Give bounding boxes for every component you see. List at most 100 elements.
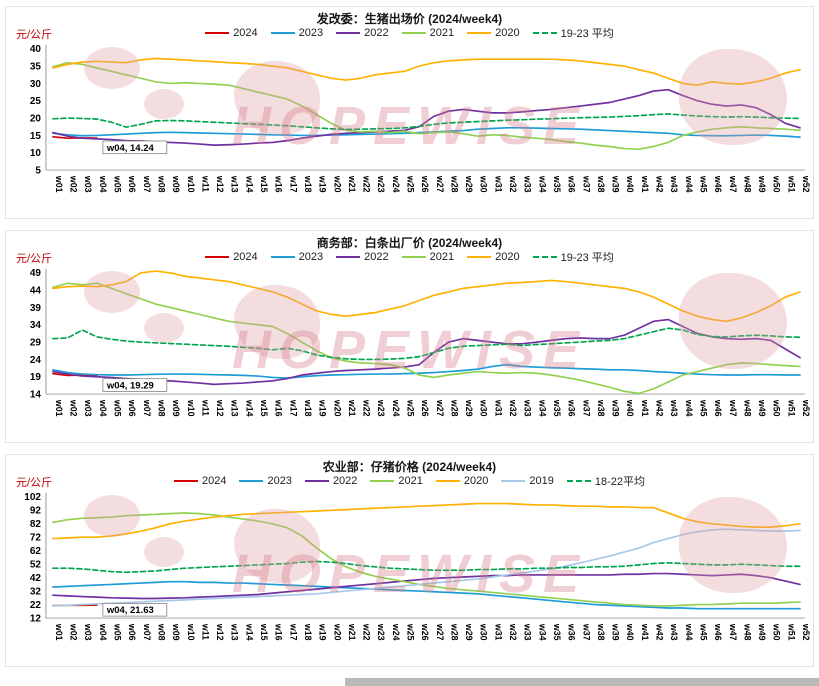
y-axis-unit-label: 元/公斤: [16, 29, 53, 41]
x-tick-label: w11: [200, 399, 210, 416]
x-tick-label: w32: [508, 399, 518, 417]
x-tick-label: w04: [98, 175, 108, 193]
legend-label: 2022: [364, 27, 389, 39]
legend-label: 2020: [495, 27, 520, 39]
x-tick-label: w18: [303, 399, 313, 417]
legend-item: 2019: [501, 475, 554, 487]
legend-swatch: [401, 32, 426, 34]
legend-item: 2021: [401, 27, 454, 39]
x-tick-label: w36: [567, 623, 577, 641]
x-tick-label: w16: [274, 399, 284, 417]
x-tick-label: w15: [259, 623, 269, 641]
series-line-19-23 平均: [52, 327, 801, 361]
data-label-callout: w04, 14.24: [102, 140, 168, 155]
y-tick-label: 40: [30, 44, 42, 55]
series-line-2021: [52, 512, 801, 607]
x-tick-label: w33: [523, 399, 533, 417]
data-label-callout: w04, 21.63: [102, 603, 168, 617]
x-tick-label: w50: [772, 399, 782, 417]
legend-item: 18-22平均: [566, 473, 645, 489]
x-tick-label: w10: [186, 399, 196, 417]
x-tick-label: w44: [684, 175, 694, 193]
x-tick-label: w05: [113, 623, 123, 641]
y-tick-label: 12: [30, 614, 42, 625]
x-tick-label: w27: [435, 623, 445, 641]
legend-swatch: [467, 32, 492, 34]
x-tick-label: w49: [757, 175, 767, 193]
x-tick-label: w02: [69, 175, 79, 193]
x-tick-label: w43: [669, 175, 679, 193]
x-tick-label: w24: [391, 175, 401, 193]
legend-item: 2020: [467, 27, 520, 39]
x-tick-label: w40: [625, 399, 635, 417]
x-tick-label: w29: [464, 623, 474, 641]
x-tick-label: w09: [171, 623, 181, 641]
x-tick-label: w06: [127, 623, 137, 641]
x-tick-label: w28: [449, 623, 459, 641]
x-tick-label: w26: [420, 175, 430, 193]
x-tick-label: w44: [684, 623, 694, 641]
x-tick-label: w16: [274, 175, 284, 193]
data-label-text: w04, 21.63: [106, 605, 154, 615]
chart-title: 商务部：白条出厂价 (2024/week4): [316, 236, 503, 250]
x-tick-label: w20: [332, 175, 342, 193]
legend-swatch: [501, 480, 526, 482]
legend-item: 2022: [336, 251, 389, 263]
legend-label: 2019: [529, 475, 554, 487]
y-tick-label: 19: [30, 372, 42, 383]
series-line-2023: [52, 363, 801, 379]
series-line-2021: [52, 61, 801, 151]
x-tick-label: w51: [786, 175, 796, 193]
legend-item: 19-23 平均: [532, 249, 614, 265]
x-tick-label: w43: [669, 623, 679, 641]
legend-row: 元/公斤 2024 2023 2022 2021 2020 19-23 平均: [6, 249, 813, 265]
x-tick-label: w25: [405, 175, 415, 193]
legend-swatch: [336, 256, 361, 258]
y-tick-label: 44: [30, 286, 42, 297]
x-tick-label: w44: [684, 399, 694, 417]
x-tick-label: w27: [435, 399, 445, 417]
x-tick-label: w11: [200, 175, 210, 192]
chart-panel-carcass-price: 商务部：白条出厂价 (2024/week4) 元/公斤 2024 2023 2022…: [5, 230, 814, 443]
series-line-2020: [52, 270, 801, 323]
x-tick-label: w50: [772, 175, 782, 193]
x-tick-label: w08: [156, 623, 166, 641]
data-label-text: w04, 19.29: [106, 381, 154, 391]
x-tick-label: w47: [728, 623, 738, 641]
x-tick-label: w32: [508, 623, 518, 641]
x-tick-label: w29: [464, 175, 474, 193]
x-tick-label: w52: [801, 175, 811, 193]
x-tick-label: w18: [303, 175, 313, 193]
x-tick-label: w20: [332, 399, 342, 417]
x-tick-label: w11: [200, 623, 210, 640]
legend-label: 19-23 平均: [560, 28, 614, 40]
y-tick-label: 22: [30, 600, 42, 611]
series-line-18-22平均: [52, 560, 801, 574]
x-tick-label: w29: [464, 399, 474, 417]
chart-title: 农业部：仔猪价格 (2024/week4): [322, 460, 497, 474]
x-tick-label: w46: [713, 399, 723, 417]
x-tick-label: w42: [655, 623, 665, 641]
x-tick-label: w36: [567, 399, 577, 417]
x-tick-label: w22: [362, 399, 372, 417]
y-tick-label: 42: [30, 573, 42, 584]
x-tick-label: w15: [259, 175, 269, 193]
x-tick-label: w48: [742, 175, 752, 193]
x-tick-label: w03: [83, 399, 93, 417]
x-tick-label: w23: [376, 175, 386, 193]
y-axis-unit-label: 元/公斤: [16, 253, 53, 265]
y-tick-label: 29: [30, 338, 42, 349]
x-tick-label: w17: [288, 175, 298, 193]
x-tick-label: w07: [142, 175, 152, 193]
x-tick-label: w45: [698, 175, 708, 193]
x-tick-label: w14: [244, 623, 254, 641]
y-tick-label: 52: [30, 560, 42, 571]
x-tick-label: w04: [98, 399, 108, 417]
legend-label: 2024: [201, 475, 227, 487]
x-tick-label: w35: [552, 399, 562, 417]
x-tick-label: w46: [713, 175, 723, 193]
x-tick-label: w19: [318, 399, 328, 417]
legend-swatch: [173, 480, 198, 482]
x-tick-label: w30: [479, 399, 489, 417]
legend-label: 2021: [429, 251, 455, 263]
